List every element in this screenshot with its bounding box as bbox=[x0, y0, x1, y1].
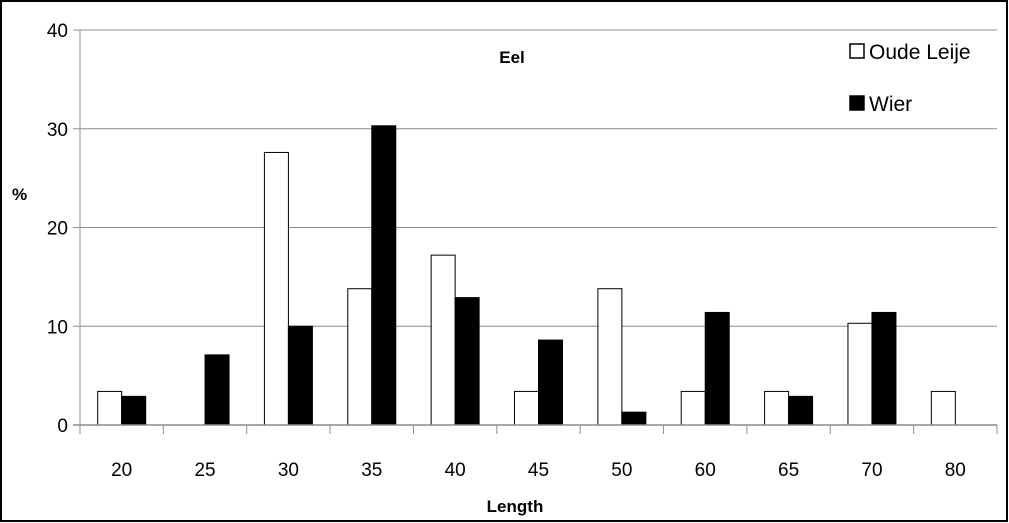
x-tick-label: 70 bbox=[861, 460, 882, 481]
bar-wier-40 bbox=[454, 297, 480, 426]
y-tick-label: 30 bbox=[47, 120, 68, 141]
y-axis-title: % bbox=[12, 185, 27, 204]
bar-wier-60 bbox=[704, 311, 730, 426]
y-tick-label: 40 bbox=[47, 21, 68, 42]
bar-oude-leije-60 bbox=[680, 390, 706, 426]
x-tick-label: 80 bbox=[945, 460, 966, 481]
y-tick-label: 20 bbox=[47, 219, 68, 240]
bar-wier-45 bbox=[538, 339, 563, 426]
x-axis-title: Length bbox=[487, 497, 544, 516]
bars bbox=[97, 125, 956, 426]
x-tick-label: 30 bbox=[278, 460, 299, 481]
bar-oude-leije-65 bbox=[764, 390, 790, 426]
bar-oude-leije-45 bbox=[514, 390, 539, 426]
bar-oude-leije-30 bbox=[263, 151, 289, 426]
bar-wier-30 bbox=[287, 325, 313, 426]
y-tick-label: 0 bbox=[57, 416, 68, 437]
bar-oude-leije-70 bbox=[847, 322, 873, 426]
bar-wier-65 bbox=[788, 395, 814, 426]
legend-swatch-oude-leije bbox=[849, 43, 865, 59]
x-tick-label: 45 bbox=[528, 460, 549, 481]
bar-oude-leije-80 bbox=[930, 390, 956, 426]
x-tick-label: 20 bbox=[111, 460, 132, 481]
bar-wier-25 bbox=[204, 354, 230, 426]
bar-wier-35 bbox=[371, 125, 397, 426]
x-tick-label: 65 bbox=[778, 460, 799, 481]
x-tick-label: 60 bbox=[695, 460, 716, 481]
legend: Oude Leije Wier bbox=[849, 41, 971, 116]
x-tick-label: 35 bbox=[361, 460, 382, 481]
x-tick-label: 25 bbox=[194, 460, 215, 481]
y-tick-label: 10 bbox=[47, 317, 68, 338]
x-tick-label: 40 bbox=[445, 460, 466, 481]
chart-title: Eel bbox=[499, 48, 525, 67]
bar-oude-leije-40 bbox=[430, 254, 456, 426]
legend-label-oude-leije: Oude Leije bbox=[869, 41, 971, 64]
bar-wier-70 bbox=[871, 311, 897, 426]
bar-wier-50 bbox=[621, 411, 647, 426]
legend-label-wier: Wier bbox=[869, 93, 912, 116]
bar-wier-20 bbox=[121, 395, 147, 426]
legend-swatch-wier bbox=[849, 95, 865, 111]
bar-oude-leije-20 bbox=[97, 390, 123, 426]
y-axis-ticks: 0 10 20 30 40 bbox=[47, 21, 80, 437]
x-axis-ticks: 20 25 30 35 40 45 50 60 65 70 80 bbox=[79, 425, 998, 481]
bar-oude-leije-35 bbox=[347, 288, 373, 426]
x-tick-label: 50 bbox=[611, 460, 632, 481]
bar-oude-leije-50 bbox=[597, 288, 623, 426]
